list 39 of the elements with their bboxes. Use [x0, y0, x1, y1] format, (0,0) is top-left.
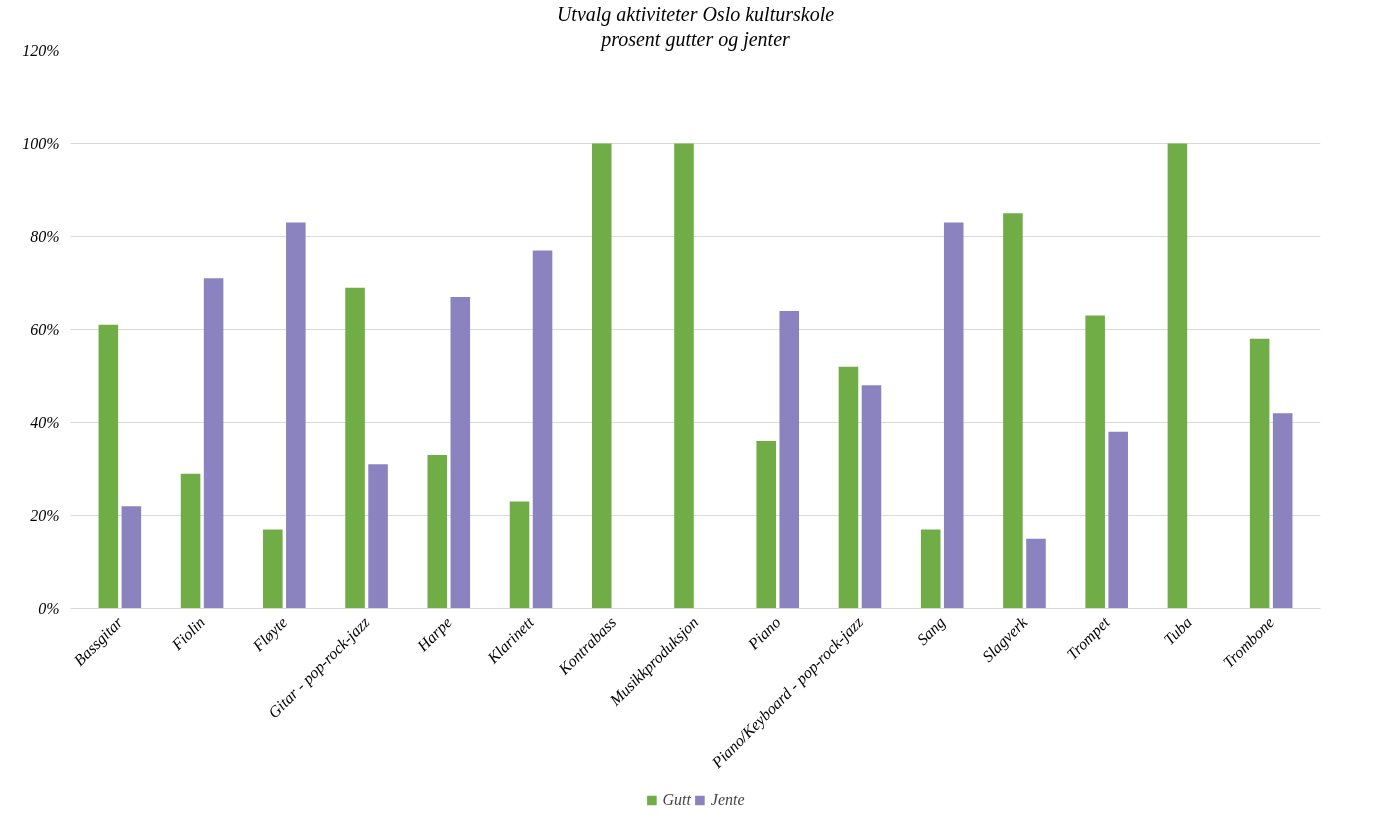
bar — [1003, 213, 1023, 609]
chart-title: Utvalg aktiviteter Oslo kulturskole — [556, 2, 835, 26]
bar — [203, 278, 224, 609]
y-tick-label: 0% — [38, 600, 60, 617]
bar — [779, 310, 800, 609]
bar — [180, 473, 201, 609]
bar — [1249, 338, 1270, 609]
bar — [98, 324, 119, 609]
bar — [121, 506, 142, 609]
bar — [943, 222, 964, 609]
legend-label: Gutt — [662, 791, 691, 809]
bar — [756, 441, 777, 609]
bar — [532, 250, 553, 609]
bar — [1108, 431, 1128, 609]
y-tick-label: 120% — [22, 42, 60, 59]
bar — [674, 143, 694, 609]
bar — [263, 529, 283, 609]
legend-label: Jente — [710, 791, 745, 809]
bar — [861, 385, 882, 609]
y-tick-label: 60% — [30, 321, 60, 338]
y-tick-label: 40% — [30, 414, 60, 431]
bar — [509, 501, 530, 609]
bar — [1085, 315, 1105, 609]
bar — [1167, 143, 1188, 609]
y-tick-label: 100% — [22, 135, 60, 152]
bar — [591, 143, 612, 609]
y-tick-label: 20% — [30, 507, 60, 524]
bar — [920, 529, 941, 609]
bar — [286, 222, 306, 609]
bar — [427, 455, 448, 609]
bar — [345, 287, 365, 609]
bar — [838, 366, 859, 609]
x-tick-label: Tuba — [1160, 613, 1195, 649]
bar — [450, 296, 471, 609]
bar — [1026, 538, 1046, 609]
bar — [368, 464, 388, 609]
chart-subtitle: prosent gutter og jenter — [599, 27, 791, 51]
bar — [1272, 413, 1293, 609]
y-tick-label: 80% — [30, 228, 60, 245]
